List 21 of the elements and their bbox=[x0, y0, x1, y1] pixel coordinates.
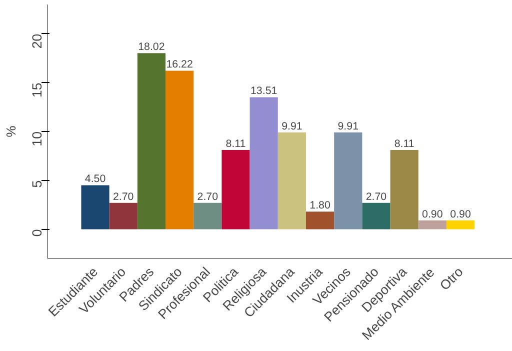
y-tick-label: 10 bbox=[30, 131, 44, 146]
data-label: 8.11 bbox=[394, 138, 414, 150]
y-tick-label: 20 bbox=[30, 34, 44, 49]
data-label: 1.80 bbox=[310, 200, 330, 212]
data-label: 9.91 bbox=[282, 120, 302, 132]
data-label: 0.90 bbox=[422, 208, 443, 220]
y-tick-label: 5 bbox=[30, 180, 44, 188]
data-label: 2.70 bbox=[112, 190, 134, 203]
y-axis-title: % bbox=[4, 125, 18, 138]
data-label: 18.02 bbox=[138, 41, 165, 54]
data-label: 8.11 bbox=[226, 138, 246, 150]
data-label: 13.51 bbox=[250, 85, 278, 98]
data-label: 4.50 bbox=[84, 173, 106, 186]
data-label: 2.70 bbox=[366, 190, 387, 203]
data-label: 0.90 bbox=[450, 208, 471, 220]
data-label: 16.22 bbox=[166, 58, 193, 71]
x-tick-label: Otro bbox=[436, 264, 466, 294]
y-tick-label: 15 bbox=[30, 82, 44, 98]
data-label: 2.70 bbox=[197, 190, 218, 203]
y-tick-label: 0 bbox=[30, 229, 44, 237]
data-label: 9.91 bbox=[338, 120, 359, 132]
